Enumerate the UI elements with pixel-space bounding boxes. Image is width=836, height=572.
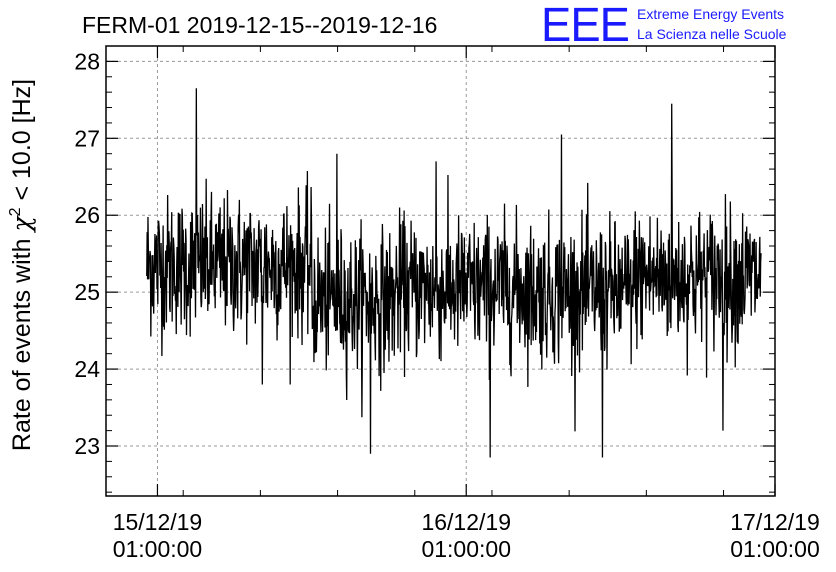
series-line [146, 88, 762, 458]
x-tick-time-label: 01:00:00 [730, 536, 820, 562]
x-tick-date-label: 17/12/19 [730, 509, 820, 535]
x-tick-date-label: 15/12/19 [113, 509, 203, 535]
y-tick-label: 28 [74, 48, 100, 74]
y-axis-ticks: 23 24 25 26 27 28 [74, 45, 775, 493]
y-axis-label-prefix: Rate of events with [8, 232, 36, 452]
y-tick-label: 25 [74, 279, 100, 305]
y-axis-label-superscript: 2 [7, 207, 24, 216]
y-tick-label: 27 [74, 125, 100, 151]
eee-logo: EEE Extreme Energy Events La Scienza nel… [541, 0, 787, 52]
y-axis-label: Rate of events with χ2 < 10.0 [Hz] [7, 79, 36, 451]
logo-line1: Extreme Energy Events [637, 6, 784, 22]
rate-series-line [146, 88, 762, 458]
x-tick-date-label: 16/12/19 [421, 509, 511, 535]
x-axis-ticks: 15/12/1901:00:0016/12/1901:00:0017/12/19… [113, 46, 820, 562]
y-tick-label: 24 [74, 356, 100, 382]
x-tick-time-label: 01:00:00 [113, 536, 203, 562]
y-axis-label-suffix: < 10.0 [Hz] [8, 79, 36, 208]
x-tick-time-label: 01:00:00 [421, 536, 511, 562]
chart-title: FERM-01 2019-12-15--2019-12-16 [82, 12, 437, 38]
y-tick-label: 23 [74, 433, 100, 459]
plot-border [105, 45, 776, 497]
y-axis-label-chi: χ [7, 215, 36, 234]
plot-frame [105, 45, 776, 497]
logo-mark: EEE [541, 0, 629, 52]
logo-line2: La Scienza nelle Scuole [637, 26, 787, 42]
y-tick-label: 26 [74, 202, 100, 228]
